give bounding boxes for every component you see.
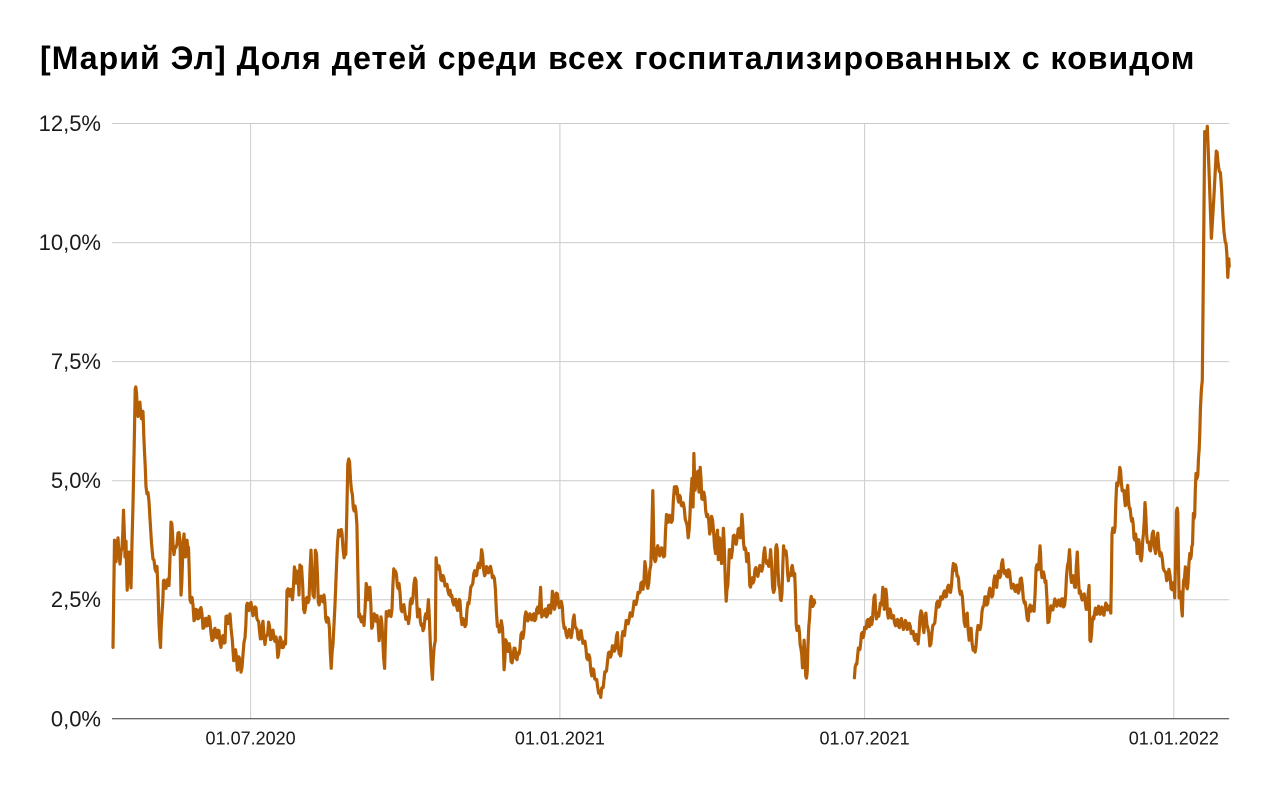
svg-text:7,5%: 7,5% bbox=[51, 349, 101, 374]
svg-text:01.01.2021: 01.01.2021 bbox=[515, 729, 605, 749]
svg-text:0,0%: 0,0% bbox=[51, 706, 101, 731]
svg-text:2,5%: 2,5% bbox=[51, 587, 101, 612]
svg-text:01.07.2020: 01.07.2020 bbox=[206, 729, 296, 749]
svg-text:01.01.2022: 01.01.2022 bbox=[1129, 729, 1219, 749]
svg-text:[Марий Эл] Доля детей среди вс: [Марий Эл] Доля детей среди всех госпита… bbox=[40, 40, 1196, 76]
svg-text:5,0%: 5,0% bbox=[51, 468, 101, 493]
svg-text:01.07.2021: 01.07.2021 bbox=[820, 729, 910, 749]
svg-text:10,0%: 10,0% bbox=[39, 230, 101, 255]
svg-text:12,5%: 12,5% bbox=[39, 111, 101, 136]
